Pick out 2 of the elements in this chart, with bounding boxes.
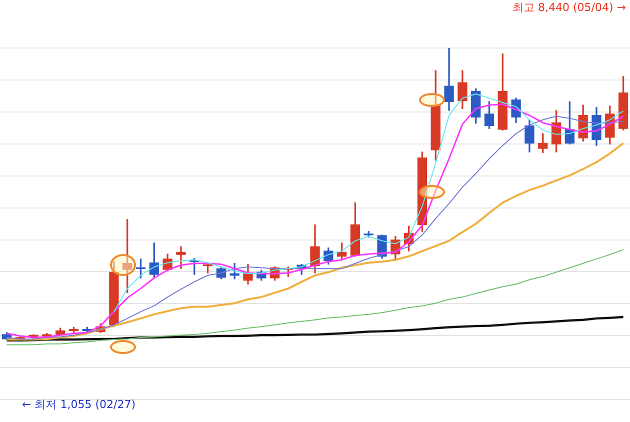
text: ← 최저 1,055 (02/27) <box>22 398 136 411</box>
text: 최고 8,440 (05/04) → <box>512 0 626 14</box>
